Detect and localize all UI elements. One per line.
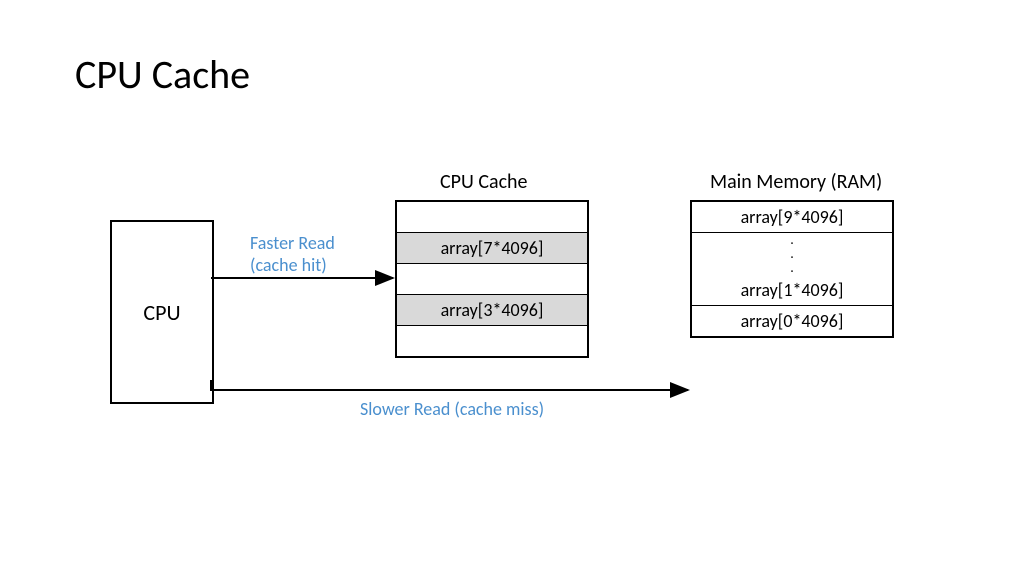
faster-read-label: Faster Read (cache hit) bbox=[250, 232, 335, 276]
cpu-label: CPU bbox=[143, 299, 180, 326]
slide: CPU Cache CPU CPU Cache array[7*4096]arr… bbox=[0, 0, 1024, 576]
cache-title: CPU Cache bbox=[440, 170, 528, 194]
cache-row: array[7*4096] bbox=[397, 233, 587, 264]
faster-line2: (cache hit) bbox=[250, 254, 335, 276]
memory-row: array[0*4096] bbox=[692, 306, 892, 336]
cache-row bbox=[397, 202, 587, 233]
cache-row: array[3*4096] bbox=[397, 295, 587, 326]
slower-read-label: Slower Read (cache miss) bbox=[360, 398, 544, 420]
memory-row: array[9*4096] bbox=[692, 202, 892, 233]
cache-table: array[7*4096] array[3*4096] bbox=[395, 200, 589, 358]
slide-title: CPU Cache bbox=[75, 50, 250, 99]
memory-row: array[1*4096] bbox=[692, 275, 892, 306]
cpu-box: CPU bbox=[110, 220, 214, 404]
arrow-to-memory bbox=[211, 380, 688, 390]
faster-line1: Faster Read bbox=[250, 232, 335, 254]
memory-table: array[9*4096]...array[1*4096]array[0*409… bbox=[690, 200, 894, 338]
memory-title: Main Memory (RAM) bbox=[710, 170, 882, 194]
cache-row bbox=[397, 326, 587, 356]
memory-row: . bbox=[692, 261, 892, 275]
cache-row bbox=[397, 264, 587, 295]
